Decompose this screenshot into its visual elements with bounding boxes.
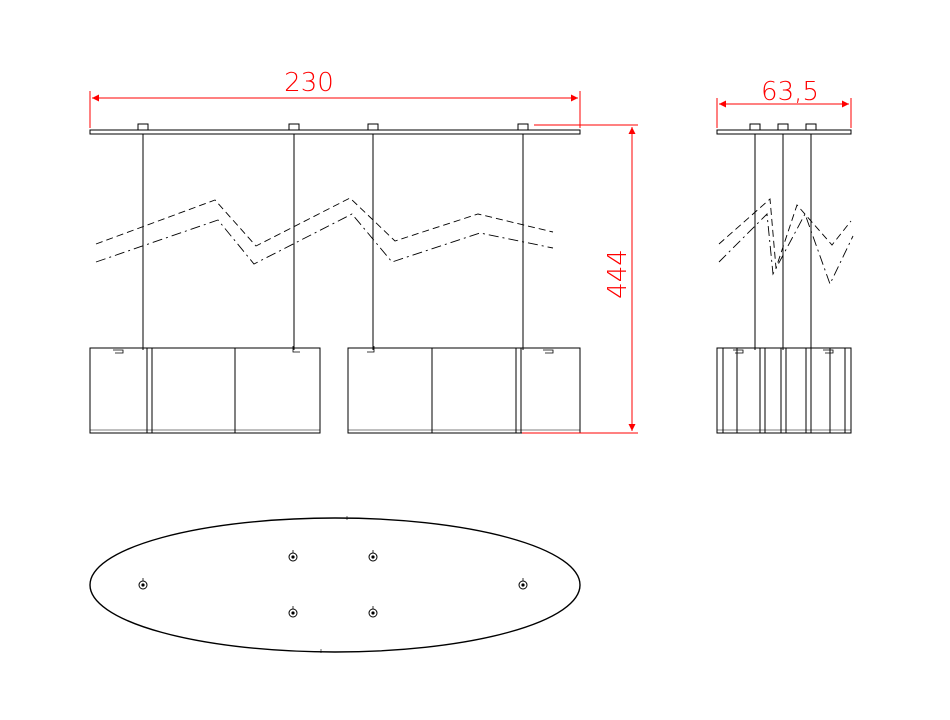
front-height-label: 444 — [603, 249, 633, 299]
side-break-line-top — [718, 198, 852, 269]
front-break-line-bottom — [95, 213, 554, 265]
front-connector-1 — [137, 123, 149, 131]
side-hanger-hook — [733, 349, 744, 354]
side-width-dimension — [716, 98, 852, 128]
mount-point-icon — [288, 550, 298, 562]
front-hanger-hook — [367, 346, 375, 353]
mount-point-icon — [368, 606, 378, 618]
mount-point-icon — [288, 606, 298, 618]
front-view — [89, 123, 581, 434]
side-connector-3 — [805, 123, 817, 131]
top-mount-points — [138, 550, 528, 618]
side-canopy — [716, 129, 852, 135]
front-break-line-top — [95, 197, 554, 247]
side-view — [716, 123, 854, 434]
front-shade-left-group — [89, 347, 321, 434]
mount-point-icon — [368, 550, 378, 562]
mount-point-icon — [518, 578, 528, 590]
front-hanger-hook — [543, 349, 554, 354]
front-height-dimension — [522, 124, 638, 434]
top-canopy-ellipse — [89, 517, 581, 653]
front-connector-2 — [288, 123, 300, 131]
side-connector-1 — [749, 123, 761, 131]
front-width-dimension — [89, 91, 581, 128]
front-width-label: 230 — [284, 68, 334, 98]
side-width-label: 63,5 — [761, 77, 819, 107]
front-shade-right-group — [347, 347, 581, 434]
front-hanger-hook — [113, 349, 124, 354]
front-canopy — [89, 129, 581, 135]
front-connector-3 — [367, 123, 379, 131]
front-connector-4 — [517, 123, 529, 131]
side-break-line-bottom — [718, 212, 854, 286]
side-connector-2 — [777, 123, 789, 131]
side-shade-group — [716, 347, 852, 434]
top-view — [89, 516, 581, 653]
mount-point-icon — [138, 578, 148, 590]
side-hanger-hook — [823, 349, 834, 354]
front-hanger-hook — [292, 346, 300, 353]
